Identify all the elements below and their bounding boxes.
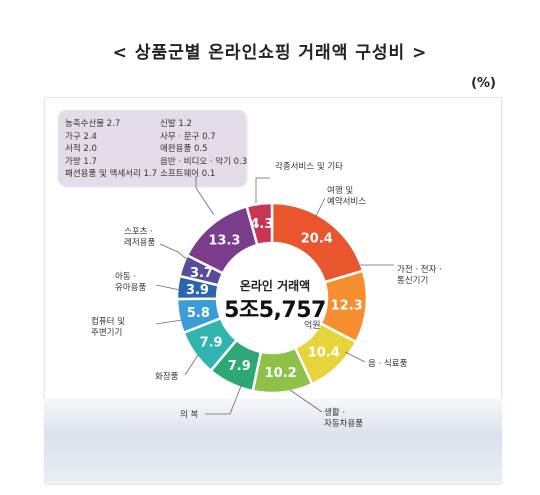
donut-slice-11 xyxy=(245,201,274,247)
callout-label: 화장품 xyxy=(155,371,179,382)
legend-item: 사무 · 문구 0.7 xyxy=(160,131,216,142)
callout-leader xyxy=(159,243,191,263)
legend-item: 서적 2.0 xyxy=(65,144,97,155)
callout-leader xyxy=(155,319,183,325)
slice-value-label: 7.9 xyxy=(228,359,251,374)
callout-label: 여행 및 예약서비스 xyxy=(327,185,366,207)
callout-label: 스포츠 · 레저용품 xyxy=(124,227,155,248)
callout-label: 컴퓨터 및 주변기기 xyxy=(91,316,125,338)
legend-item: 음반 · 비디오 · 악기 0.3 xyxy=(160,156,248,167)
slice-value-label: 5.8 xyxy=(187,306,210,321)
slice-value-label: 12.3 xyxy=(331,299,363,314)
legend-item: 소프트웨어 0.1 xyxy=(160,169,216,180)
slice-value-label: 10.4 xyxy=(308,346,340,361)
slice-value-label: 3.9 xyxy=(186,283,209,298)
center-total: 5조5,757 xyxy=(224,298,326,323)
page-title: < 상품군별 온라인쇼핑 거래액 구성비 > xyxy=(112,43,428,63)
center-label: 온라인 거래액 xyxy=(239,279,311,293)
callout-leaders xyxy=(155,176,394,415)
legend-column-1: 농축수산물 2.7 가구 2.4 서적 2.0 가방 1.7 패션용품 및 액세… xyxy=(65,118,157,181)
legend-item: 패션용품 및 액세서리 1.7 xyxy=(65,169,158,180)
slice-value-label: 3.7 xyxy=(190,266,213,281)
slice-value-label: 7.9 xyxy=(200,335,223,350)
callout-leader xyxy=(184,354,199,376)
legend-box: 농축수산물 2.7 가구 2.4 서적 2.0 가방 1.7 패션용품 및 액세… xyxy=(58,110,247,186)
legend-item: 신발 1.2 xyxy=(160,119,192,129)
callout-label: 음 · 식료품 xyxy=(368,359,408,369)
legend-item: 가구 2.4 xyxy=(65,131,97,142)
slice-value-labels: 20.4 12.3 10.4 10.2 7.9 7.9 5.8 3.9 3.7 13.3 4.3 xyxy=(186,217,363,381)
callout-label: 각종서비스 및 기타 xyxy=(275,161,343,172)
slice-value-label: 10.2 xyxy=(265,366,297,381)
slice-value-label: 4.3 xyxy=(250,217,273,232)
callout-leader xyxy=(205,380,244,415)
callout-leader xyxy=(344,351,366,363)
slice-value-label: 20.4 xyxy=(301,231,333,246)
floor-gradient xyxy=(44,398,502,482)
callout-label: 의 복 xyxy=(180,409,199,420)
center-unit: 억원 xyxy=(304,321,321,331)
callout-leader xyxy=(289,389,323,413)
unit-label: (%) xyxy=(471,76,496,91)
callout-label: 가전 · 전자 · 통신기기 xyxy=(397,264,442,286)
callout-leader-legend xyxy=(195,176,215,216)
callout-label: 아동 · 유아용품 xyxy=(115,271,146,293)
legend-item: 가방 1.7 xyxy=(65,156,97,167)
donut-slices xyxy=(175,201,369,395)
legend-column-2: 신발 1.2 사무 · 문구 0.7 애완용품 0.5 음반 · 비디오 · 악… xyxy=(160,118,247,181)
callout-leader xyxy=(155,284,181,291)
slice-value-label: 13.3 xyxy=(208,234,240,249)
callout-leader xyxy=(255,177,270,203)
callout-label: 생활 · 자동차용품 xyxy=(324,407,363,429)
legend-item: 농축수산물 2.7 xyxy=(65,119,121,129)
legend-item: 애완용품 0.5 xyxy=(160,144,208,155)
callout-leader xyxy=(314,197,326,219)
